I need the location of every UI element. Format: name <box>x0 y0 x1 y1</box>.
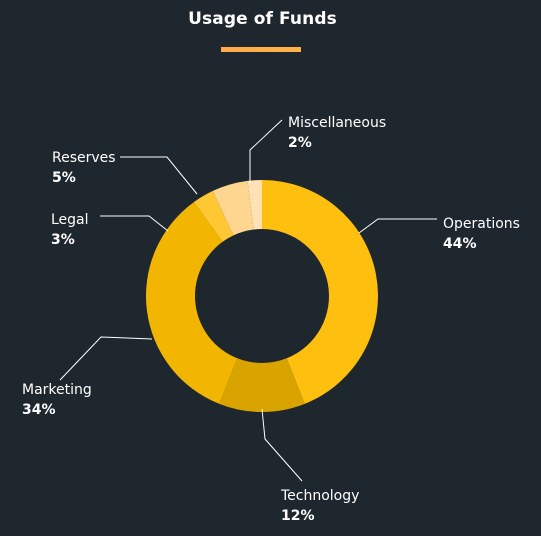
label-value-operations: 44% <box>443 236 477 252</box>
chart-title: Usage of Funds <box>188 9 337 29</box>
label-name-marketing: Marketing <box>22 382 92 398</box>
slice-miscellaneous[interactable] <box>247 180 262 230</box>
slice-legal[interactable] <box>193 191 234 242</box>
slice-reserves[interactable] <box>212 180 254 236</box>
label-value-technology: 12% <box>281 508 315 524</box>
label-value-miscellaneous: 2% <box>288 135 312 151</box>
leader-line-technology <box>261 408 303 482</box>
label-value-reserves: 5% <box>52 170 76 186</box>
label-name-operations: Operations <box>443 216 520 232</box>
slice-operations[interactable] <box>262 180 379 404</box>
label-name-miscellaneous: Miscellaneous <box>288 115 386 131</box>
leader-line-reserves <box>120 156 198 195</box>
leader-line-operations <box>358 218 437 234</box>
label-name-reserves: Reserves <box>52 150 116 166</box>
leader-line-legal <box>100 215 169 232</box>
label-value-legal: 3% <box>51 232 75 248</box>
title-underline <box>221 47 301 52</box>
label-name-legal: Legal <box>51 212 89 228</box>
leader-line-marketing <box>59 336 153 381</box>
slice-marketing[interactable] <box>146 202 238 404</box>
label-value-marketing: 34% <box>22 402 56 418</box>
leader-line-miscellaneous <box>249 119 283 183</box>
slice-technology[interactable] <box>219 358 305 412</box>
label-name-technology: Technology <box>280 488 359 504</box>
